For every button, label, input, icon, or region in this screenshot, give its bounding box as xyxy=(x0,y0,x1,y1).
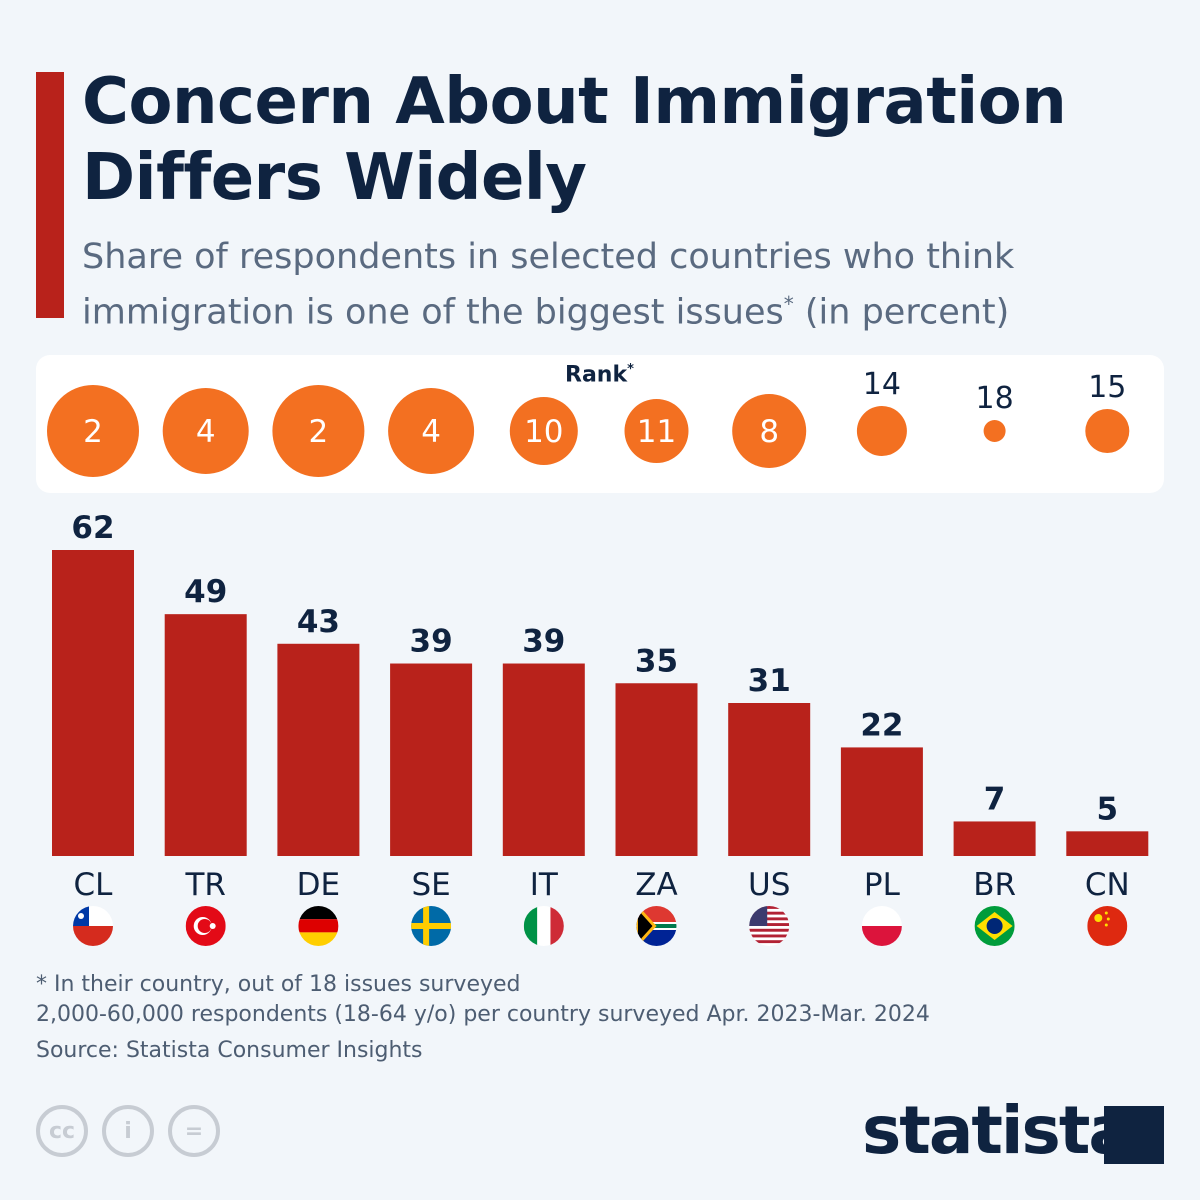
rank-bubble-DE xyxy=(272,385,365,477)
survey-note: 2,000-60,000 respondents (18-64 y/o) per… xyxy=(36,1002,930,1027)
flag-BR-icon xyxy=(974,906,1015,946)
category-label-IT: IT xyxy=(530,867,559,903)
category-label-PL: PL xyxy=(864,867,901,903)
rank-bubble-IT xyxy=(509,397,578,465)
value-label-CN: 5 xyxy=(1097,791,1119,827)
rank-label-IT: 10 xyxy=(524,414,563,450)
statista-logo[interactable]: statista xyxy=(862,1092,1133,1169)
bar-SE xyxy=(390,663,473,856)
flag-TR-icon xyxy=(185,906,226,946)
flag-PL-icon xyxy=(861,906,902,946)
category-label-CL: CL xyxy=(74,867,114,903)
rank-label-SE: 4 xyxy=(421,414,441,450)
subtitle-unit: (in percent) xyxy=(793,292,1010,333)
chart-title: Concern About Immigration Differs Widely xyxy=(82,65,1067,215)
flag-CN-icon xyxy=(1087,906,1128,946)
value-label-US: 31 xyxy=(748,663,791,699)
bar-DE xyxy=(277,643,360,856)
rank-label-CN: 15 xyxy=(1088,370,1126,405)
bar-CN xyxy=(1066,831,1149,856)
value-label-TR: 49 xyxy=(184,574,227,610)
no-derivatives-icon[interactable]: = xyxy=(168,1105,220,1157)
rank-bubble-SE xyxy=(388,388,475,474)
value-label-BR: 7 xyxy=(984,781,1006,817)
chart-subtitle: Share of respondents in selected countri… xyxy=(82,234,1182,337)
bar-BR xyxy=(953,821,1036,856)
category-label-BR: BR xyxy=(973,867,1016,903)
rank-label-US: 8 xyxy=(759,414,779,450)
rank-label-BR: 18 xyxy=(976,381,1014,416)
bar-US xyxy=(728,703,811,856)
bar-CL xyxy=(52,550,134,856)
rank-bubble-CL xyxy=(47,385,139,477)
value-label-CL: 62 xyxy=(71,510,114,546)
source[interactable]: Source: Statista Consumer Insights xyxy=(36,1038,423,1063)
license-icons: cc i = xyxy=(36,1105,220,1157)
subtitle-asterisk: * xyxy=(783,292,794,316)
category-label-DE: DE xyxy=(297,867,340,903)
flag-IT-icon xyxy=(523,906,564,946)
category-label-TR: TR xyxy=(184,867,225,903)
rank-label-CL: 2 xyxy=(83,414,103,450)
category-label-SE: SE xyxy=(411,867,450,903)
attribution-icon[interactable]: i xyxy=(102,1105,154,1157)
category-label-ZA: ZA xyxy=(635,867,677,903)
flag-DE-icon xyxy=(298,906,339,946)
rank-bubble-ZA xyxy=(624,399,689,463)
footnote: * In their country, out of 18 issues sur… xyxy=(36,972,521,997)
flag-SE-icon xyxy=(411,906,452,946)
cc-icon[interactable]: cc xyxy=(36,1105,88,1157)
category-label-US: US xyxy=(748,867,790,903)
bar-ZA xyxy=(615,683,698,856)
subtitle-text: Share of respondents in selected countri… xyxy=(82,237,1015,333)
rank-bubble-BR xyxy=(983,420,1006,442)
rank-label-text: Rank xyxy=(565,362,628,388)
rank-asterisk: * xyxy=(627,362,634,377)
notes: * In their country, out of 18 issues sur… xyxy=(36,970,930,1030)
bar-PL xyxy=(840,747,923,856)
rank-label-DE: 2 xyxy=(309,414,329,450)
rank-label-ZA: 11 xyxy=(637,414,676,450)
value-label-IT: 39 xyxy=(522,624,565,660)
rank-label-TR: 4 xyxy=(196,414,216,450)
rank-label-PL: 14 xyxy=(863,367,901,402)
bar-IT xyxy=(502,663,585,856)
flag-US-icon xyxy=(749,906,790,946)
rank-bubble-PL xyxy=(856,406,907,456)
bar-TR xyxy=(164,614,247,856)
title-accent-bar xyxy=(36,72,64,318)
category-label-CN: CN xyxy=(1085,867,1130,903)
value-label-SE: 39 xyxy=(410,624,453,660)
flag-CL-icon xyxy=(73,906,113,946)
rank-bubble-US xyxy=(732,394,807,468)
value-label-DE: 43 xyxy=(297,604,340,640)
rank-label: Rank* xyxy=(565,362,634,387)
flag-ZA-icon xyxy=(636,906,677,946)
value-label-PL: 22 xyxy=(860,707,903,743)
rank-bubble-TR xyxy=(162,388,249,474)
rank-bubble-CN xyxy=(1085,409,1130,453)
value-label-ZA: 35 xyxy=(635,643,678,679)
statista-logo-mark xyxy=(1104,1106,1164,1164)
